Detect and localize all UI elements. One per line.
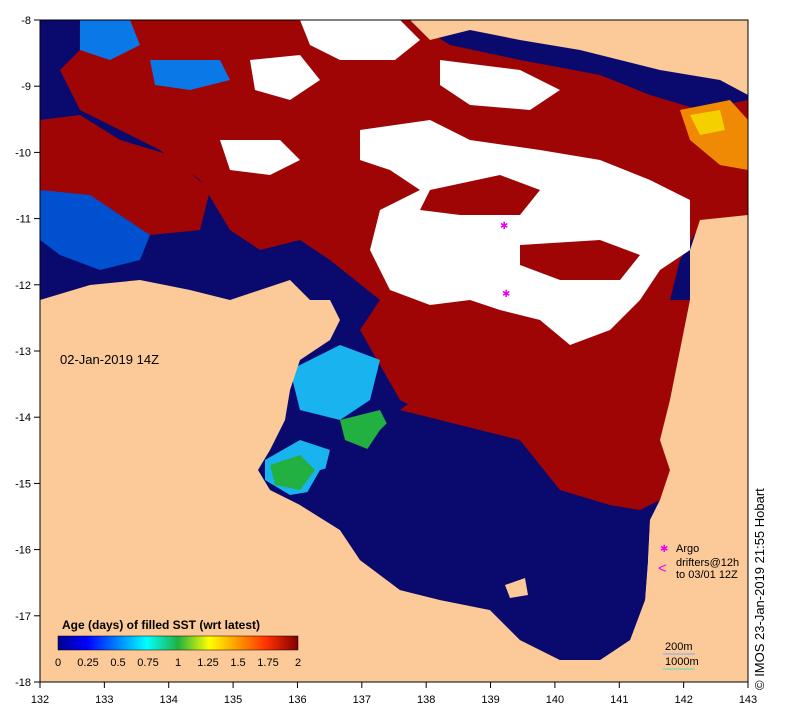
x-tick-label: 138 bbox=[417, 694, 435, 706]
colorbar-label: 0 bbox=[55, 657, 61, 669]
old-data-patch bbox=[520, 240, 640, 280]
age-patch-blue bbox=[150, 60, 230, 90]
colorbar-label: 0.5 bbox=[110, 657, 125, 669]
colorbar-label: 1.5 bbox=[230, 657, 245, 669]
x-tick-label: 142 bbox=[674, 694, 692, 706]
date-label: 02-Jan-2019 14Z bbox=[60, 352, 159, 367]
x-tick-label: 135 bbox=[224, 694, 242, 706]
y-tick-label: -14 bbox=[15, 412, 31, 424]
y-tick-label: -11 bbox=[16, 214, 31, 226]
no-data-area bbox=[300, 20, 420, 60]
land-island bbox=[505, 578, 528, 598]
x-tick-label: 133 bbox=[95, 694, 113, 706]
colorbar-label: 0.75 bbox=[137, 657, 158, 669]
y-tick-label: -16 bbox=[15, 545, 31, 557]
colorbar-labels: 0 0.25 0.5 0.75 1 1.25 1.5 1.75 2 bbox=[55, 657, 301, 669]
y-tick-label: -10 bbox=[15, 147, 31, 159]
x-axis: 132 133 134 135 136 137 138 139 140 141 142 143 bbox=[31, 682, 757, 706]
gulf-of-carpentaria bbox=[300, 410, 660, 660]
argo-marker: ✱ bbox=[500, 221, 508, 232]
age-patch-cyan bbox=[290, 345, 380, 420]
colorbar-label: 1.75 bbox=[257, 657, 278, 669]
colorbar-title: Age (days) of filled SST (wrt latest) bbox=[62, 618, 260, 632]
drifter-legend-label: drifters@12h bbox=[676, 557, 739, 569]
y-tick-label: -12 bbox=[15, 280, 31, 292]
colorbar bbox=[57, 635, 299, 651]
y-axis: -8 -9 -10 -11 -12 -13 -14 -15 -16 -17 -18 bbox=[15, 15, 40, 689]
colorbar-label: 1 bbox=[175, 657, 181, 669]
old-data-region-west bbox=[40, 115, 210, 235]
gulf-red-fill bbox=[400, 300, 690, 510]
age-patch-yellow bbox=[690, 110, 725, 135]
colorbar-label: 0.25 bbox=[77, 657, 98, 669]
contour-1000-label: 1000m bbox=[665, 656, 699, 668]
no-data-area bbox=[250, 55, 320, 100]
y-tick-label: -13 bbox=[15, 346, 31, 358]
age-patch-blue bbox=[40, 190, 150, 270]
no-data-area bbox=[360, 120, 690, 345]
x-tick-label: 139 bbox=[481, 694, 499, 706]
argo-legend-label: Argo bbox=[676, 543, 699, 555]
y-tick-label: -17 bbox=[15, 611, 31, 623]
x-tick-label: 134 bbox=[160, 694, 178, 706]
contour-200-label: 200m bbox=[665, 641, 693, 653]
y-tick-label: -18 bbox=[15, 677, 31, 689]
land-new-guinea bbox=[410, 20, 748, 95]
y-tick-label: -8 bbox=[21, 15, 31, 27]
imos-credit: © IMOS 23-Jan-2019 21:55 Hobart bbox=[752, 488, 767, 690]
old-data-patch bbox=[420, 175, 540, 215]
no-data-area bbox=[220, 140, 300, 175]
x-tick-label: 143 bbox=[739, 694, 757, 706]
argo-marker: ✱ bbox=[502, 289, 510, 300]
land-cape-york bbox=[648, 215, 748, 682]
age-patch-blue bbox=[80, 20, 140, 60]
colorbar-label: 1.25 bbox=[197, 657, 218, 669]
land-northern-territory bbox=[40, 220, 748, 682]
x-tick-label: 132 bbox=[31, 694, 49, 706]
x-tick-label: 137 bbox=[353, 694, 371, 706]
drifter-legend-to: to 03/01 12Z bbox=[676, 569, 738, 581]
y-tick-label: -9 bbox=[21, 81, 31, 93]
colorbar-label: 2 bbox=[295, 657, 301, 669]
no-data-area bbox=[440, 60, 560, 110]
x-tick-label: 140 bbox=[546, 694, 564, 706]
y-tick-label: -15 bbox=[15, 478, 31, 490]
argo-legend-symbol: ✱ bbox=[660, 544, 668, 555]
drifter-legend-symbol: < bbox=[658, 560, 667, 577]
age-patch-green bbox=[270, 455, 315, 490]
x-tick-label: 136 bbox=[288, 694, 306, 706]
x-tick-label: 141 bbox=[610, 694, 628, 706]
